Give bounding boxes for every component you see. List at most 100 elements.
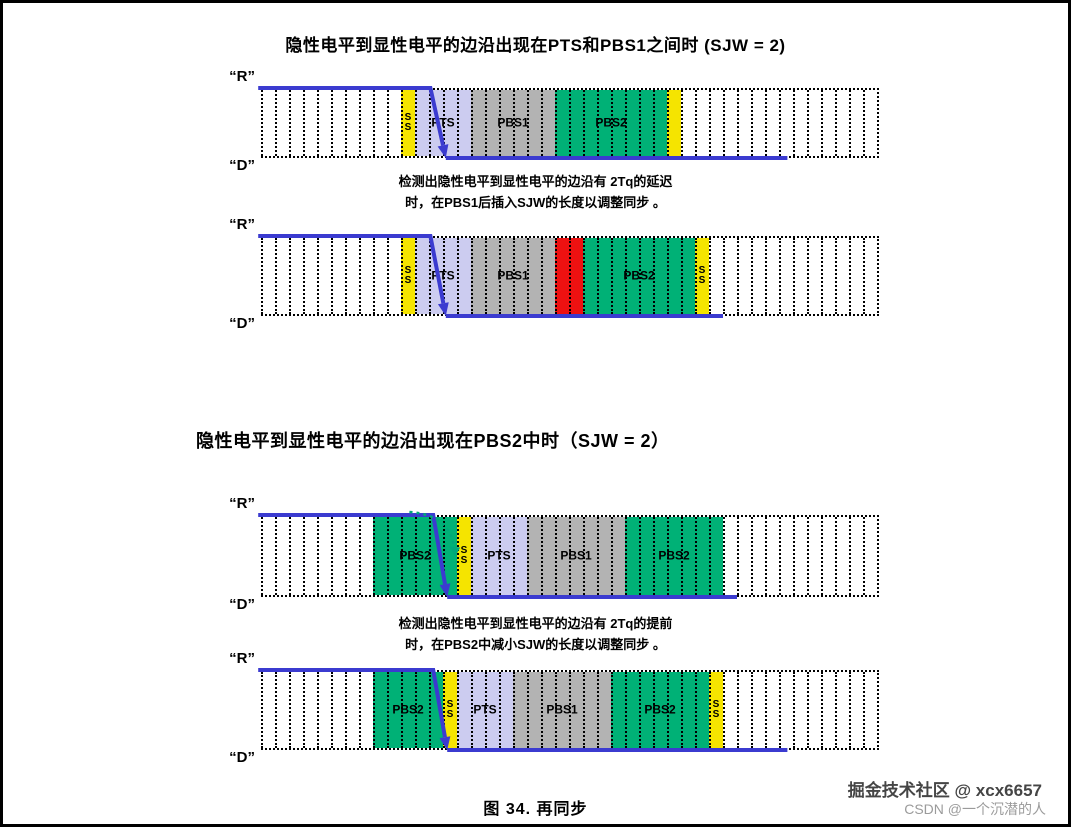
tq-cell-white xyxy=(737,517,751,595)
tq-cell-pbs1 xyxy=(569,517,583,595)
tq-cell-white xyxy=(793,238,807,314)
tq-cell-white xyxy=(303,672,317,748)
tq-cell-sjw xyxy=(569,238,583,314)
tq-cell-white xyxy=(709,238,723,314)
tq-cell-white xyxy=(751,238,765,314)
tq-cell-white xyxy=(317,238,331,314)
tq-cell-white xyxy=(821,517,835,595)
note-line-1: 检测出隐性电平到显性电平的边沿有 2Tq的提前 xyxy=(398,616,673,631)
tq-cell-pbs1 xyxy=(583,517,597,595)
tq-cell-white xyxy=(821,238,835,314)
tq-cell-pbs2 xyxy=(639,238,653,314)
tq-cell-white xyxy=(289,672,303,748)
tq-cell-pbs2 xyxy=(373,672,387,748)
tq-cell-white xyxy=(345,672,359,748)
recessive-level-label: “R” xyxy=(229,495,255,512)
tq-cell-white xyxy=(849,90,863,156)
tq-cell-pts xyxy=(471,517,485,595)
tq-cell-pbs2 xyxy=(415,517,429,595)
tq-cell-pbs1 xyxy=(527,517,541,595)
tq-cell-white xyxy=(849,672,863,748)
tq-cell-pts xyxy=(457,672,471,748)
tq-cell-white xyxy=(275,90,289,156)
tq-cell-pts xyxy=(415,90,429,156)
tq-cell-white xyxy=(261,238,275,314)
tq-cell-pbs2 xyxy=(583,90,597,156)
tq-cell-pbs2 xyxy=(583,238,597,314)
figure-caption: 图 34. 再同步 xyxy=(483,801,588,818)
tq-cell-pts xyxy=(429,238,443,314)
tq-cell-pbs2 xyxy=(695,672,709,748)
timing-diagram-1: “R” “D” S S PTS PBS1 PBS2 xyxy=(3,68,1068,174)
tq-cell-pbs2 xyxy=(639,672,653,748)
tq-cell-white xyxy=(835,238,849,314)
tq-cell-white xyxy=(779,90,793,156)
note-line-1: 检测出隐性电平到显性电平的边沿有 2Tq的延迟 xyxy=(398,174,673,189)
tq-cell-pbs2 xyxy=(667,238,681,314)
dominant-level-label: “D” xyxy=(229,596,255,613)
tq-cell-white xyxy=(303,517,317,595)
tq-cell-white xyxy=(779,672,793,748)
dominant-level-label: “D” xyxy=(229,315,255,332)
tq-cell-white xyxy=(793,517,807,595)
tq-cell-ss xyxy=(667,90,681,156)
tq-cell-white xyxy=(317,90,331,156)
recessive-level-label: “R” xyxy=(229,650,255,667)
tq-cell-white xyxy=(275,672,289,748)
tq-cell-white xyxy=(373,90,387,156)
tq-cell-pbs2 xyxy=(667,517,681,595)
tq-cell-pbs2 xyxy=(387,517,401,595)
tq-cell-pbs1 xyxy=(597,517,611,595)
tq-cell-pbs2 xyxy=(611,238,625,314)
dominant-level-label: “D” xyxy=(229,157,255,174)
tq-cell-pts xyxy=(485,517,499,595)
tq-cell-white xyxy=(779,517,793,595)
tq-cell-white xyxy=(345,238,359,314)
tq-cell-pbs1 xyxy=(541,517,555,595)
tq-cell-ss xyxy=(401,238,415,314)
tq-cell-white xyxy=(821,90,835,156)
tq-cell-white xyxy=(261,672,275,748)
tq-cell-pbs2 xyxy=(597,238,611,314)
tq-cell-pbs1 xyxy=(527,90,541,156)
tq-cell-pbs2 xyxy=(429,672,443,748)
tq-cell-white xyxy=(849,517,863,595)
tq-cell-pts xyxy=(499,672,513,748)
tq-cell-pbs2 xyxy=(611,90,625,156)
tq-cell-white xyxy=(289,517,303,595)
tq-cell-pbs1 xyxy=(485,90,499,156)
tq-cell-pbs1 xyxy=(527,672,541,748)
tq-cell-white xyxy=(373,238,387,314)
tq-cell-pbs2 xyxy=(429,517,443,595)
tq-cell-pts xyxy=(457,238,471,314)
tq-cell-pbs2 xyxy=(681,517,695,595)
tq-cell-white xyxy=(863,238,877,314)
tq-cell-pbs2 xyxy=(639,90,653,156)
tq-cell-pbs2 xyxy=(639,517,653,595)
tq-cell-white xyxy=(835,90,849,156)
tq-cell-white xyxy=(331,90,345,156)
tq-cell-pbs1 xyxy=(499,90,513,156)
tq-cell-pbs2 xyxy=(681,672,695,748)
tq-cell-pbs1 xyxy=(471,238,485,314)
tq-cell-pbs2 xyxy=(709,517,723,595)
tq-strip: S S PTS PBS1 PBS2 S S xyxy=(261,236,879,316)
tq-strip: PBS2 S S PTS PBS1 PBS2 S S xyxy=(261,670,879,750)
tq-cell-ss xyxy=(401,90,415,156)
tq-cell-pbs2 xyxy=(625,517,639,595)
timing-diagram-4: “R” “D” PBS2 S S PTS PBS1 PBS2 S S xyxy=(3,650,1068,766)
tq-cell-white xyxy=(723,517,737,595)
tq-cell-white xyxy=(387,238,401,314)
tq-cell-white xyxy=(359,238,373,314)
tq-cell-white xyxy=(807,238,821,314)
timing-diagram-2: “R” “D” S S PTS PBS1 PBS2 S S xyxy=(3,216,1068,332)
tq-cell-pts xyxy=(457,90,471,156)
tq-cell-white xyxy=(835,517,849,595)
tq-cell-white xyxy=(331,238,345,314)
tq-cell-pbs2 xyxy=(373,517,387,595)
tq-cell-white xyxy=(737,672,751,748)
tq-cell-white xyxy=(863,90,877,156)
tq-cell-pbs1 xyxy=(569,672,583,748)
tq-cell-white xyxy=(275,517,289,595)
